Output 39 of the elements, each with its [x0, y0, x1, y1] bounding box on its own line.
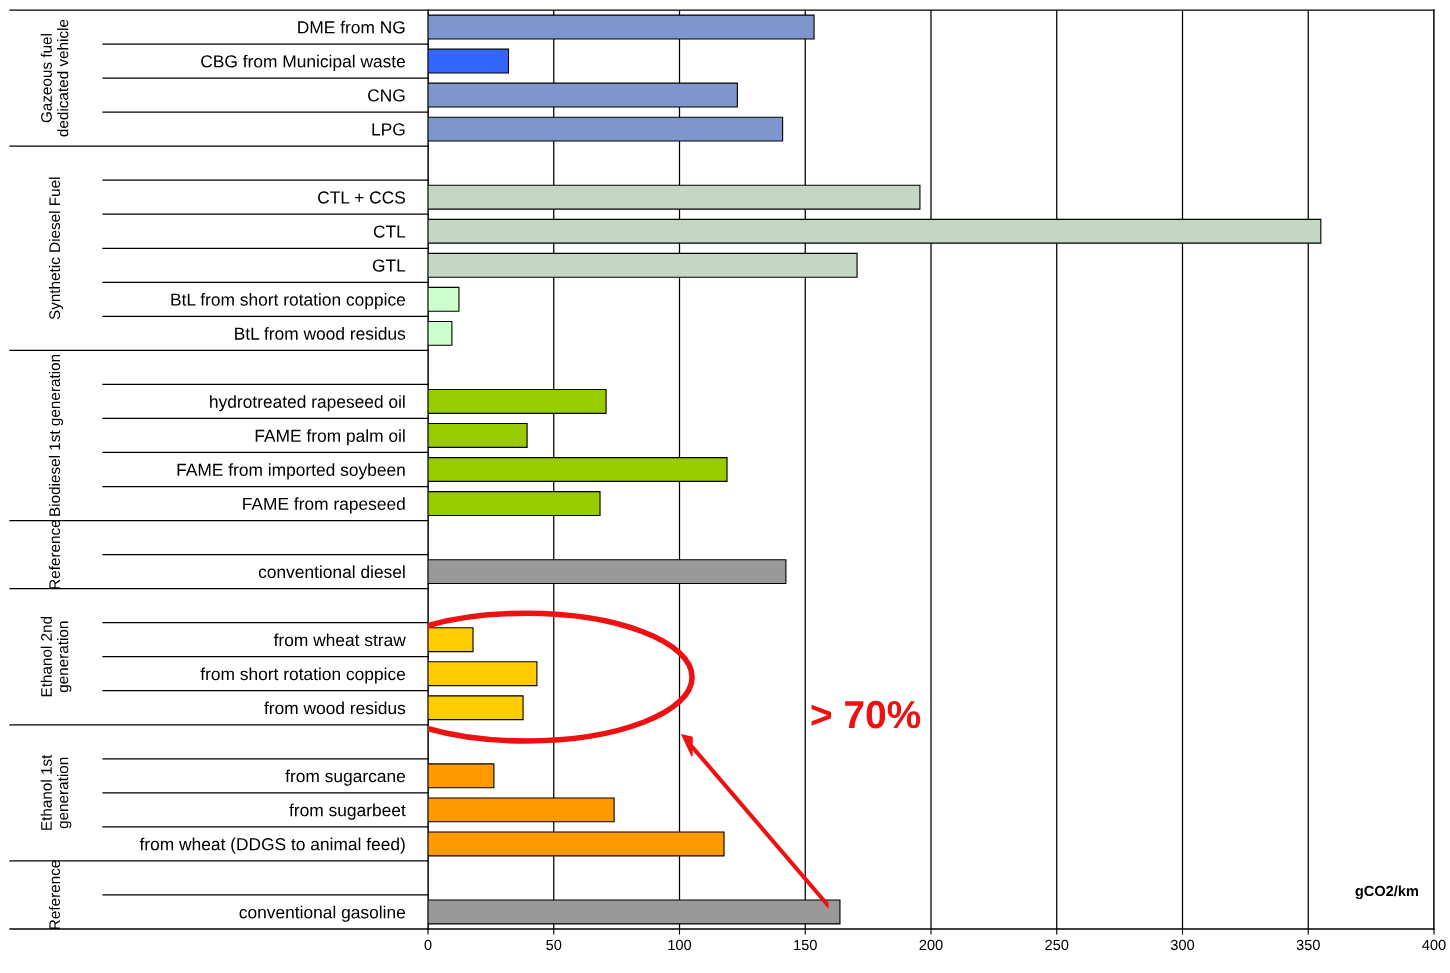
x-tick-label: 150	[794, 939, 817, 951]
x-tick-label: 350	[1296, 939, 1320, 951]
text: Synthetic Diesel Fuel	[48, 177, 64, 320]
y-tick-label: from wood residus	[264, 701, 406, 715]
x-tick-label: 300	[1170, 939, 1195, 951]
y-tick-label: from sugarcane	[285, 769, 406, 786]
y-tick-label: GTL	[372, 259, 406, 272]
text: Reference	[48, 860, 61, 929]
y-tick-label: from wheat (DDGS to animal feed)	[139, 837, 405, 854]
x-tick-label: 100	[668, 939, 692, 951]
y-tick-label: from wheat straw	[273, 633, 406, 647]
text: Gazeous fuel dedicated vehicle	[40, 19, 69, 137]
x-tick-label: 50	[546, 939, 562, 951]
y-tick-label: from short rotation coppice	[200, 667, 406, 684]
y-tick-label: LPG	[372, 123, 405, 136]
text: Reference	[48, 520, 61, 589]
y-tick-label: conventional gasoline	[239, 905, 406, 922]
text: Ethanol 2nd generation	[40, 616, 72, 697]
x-axis-title: gCO2/km	[1355, 885, 1419, 900]
y-tick-label: CTL	[373, 225, 406, 238]
y-tick-label: hydrotreated rapeseed oil	[210, 395, 405, 412]
x-tick-label: 200	[919, 939, 943, 951]
x-tick-label: 400	[1422, 939, 1446, 951]
y-tick-label: conventional diesel	[258, 565, 405, 579]
annotation: > 70%	[811, 700, 921, 729]
y-tick-label: BtL from wood residus	[235, 327, 406, 340]
y-tick-label: FAME from imported soybeen	[177, 463, 405, 480]
y-tick-label: CNG	[368, 89, 405, 102]
y-tick-label: FAME from palm oil	[255, 429, 405, 446]
x-tick-label: 0	[424, 939, 432, 951]
text: Ethanol 1st generation	[40, 754, 72, 830]
text: Biodiesel 1st generation	[48, 354, 64, 516]
y-tick-label: BtL from short rotation coppice	[171, 293, 406, 310]
x-tick-label: 250	[1045, 939, 1069, 951]
y-tick-label: CTL + CCS	[318, 191, 405, 204]
y-tick-label: CBG from Municipal waste	[201, 54, 406, 71]
y-tick-label: DME from NG	[298, 20, 405, 34]
y-tick-label: from sugarbeet	[289, 803, 406, 820]
y-tick-label: FAME from rapeseed	[243, 497, 405, 514]
